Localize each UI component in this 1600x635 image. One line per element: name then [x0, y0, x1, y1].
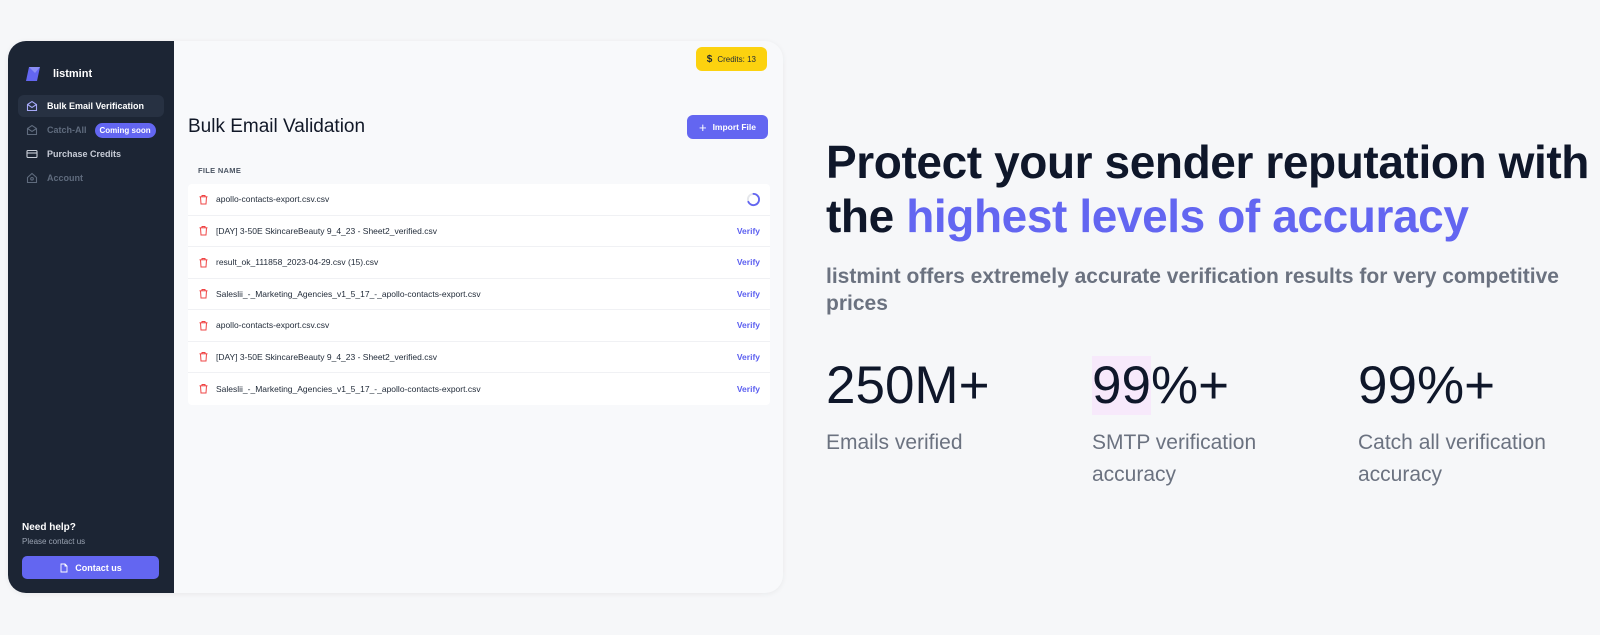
- trash-icon[interactable]: [198, 194, 209, 205]
- help-subtitle: Please contact us: [22, 537, 86, 546]
- listmint-logo-icon: [26, 67, 40, 81]
- coming-soon-badge: Coming soon: [94, 122, 156, 138]
- stat-value-highlight: 99: [1092, 356, 1151, 415]
- account-home-icon: [26, 172, 38, 184]
- credit-card-icon: [26, 149, 38, 159]
- stat-value: 250M+: [826, 356, 990, 415]
- stat-label: Catch all verification accuracy: [1358, 431, 1546, 486]
- files-table: FILE NAME apollo-contacts-export.csv.csv: [188, 157, 770, 405]
- sidebar-nav: Bulk Email Verification Catch-All Coming…: [8, 95, 174, 189]
- stat-catch-all-accuracy: 99%+ Catch all verification accuracy: [1358, 355, 1600, 491]
- table-row: apollo-contacts-export.csv.csv Verify: [188, 310, 770, 342]
- help-title: Need help?: [22, 522, 76, 533]
- table-row: Saleslii_-_Marketing_Agencies_v1_5_17_-_…: [188, 373, 770, 405]
- contact-us-label: Contact us: [75, 562, 122, 573]
- hero-headline: Protect your sender reputation with the …: [826, 135, 1596, 243]
- table-row: Saleslii_-_Marketing_Agencies_v1_5_17_-_…: [188, 279, 770, 310]
- file-name: Saleslii_-_Marketing_Agencies_v1_5_17_-_…: [216, 383, 481, 394]
- sidebar-item-label: Account: [47, 173, 83, 183]
- stat-value-rest: %+: [1150, 356, 1230, 415]
- trash-icon[interactable]: [198, 351, 209, 362]
- verify-link[interactable]: Verify: [736, 351, 760, 362]
- sidebar-item-purchase-credits[interactable]: Purchase Credits: [18, 143, 164, 165]
- credits-label: Credits: 13: [717, 54, 756, 64]
- verify-link[interactable]: Verify: [736, 383, 760, 394]
- table-header: FILE NAME: [198, 166, 242, 175]
- page-title: Bulk Email Validation: [188, 116, 366, 137]
- file-name: Saleslii_-_Marketing_Agencies_v1_5_17_-_…: [216, 288, 481, 299]
- trash-icon[interactable]: [198, 225, 209, 236]
- verify-link[interactable]: Verify: [736, 320, 760, 331]
- table-row: [DAY] 3-50E SkincareBeauty 9_4_23 - Shee…: [188, 216, 770, 247]
- verify-link[interactable]: Verify: [736, 257, 760, 268]
- brand[interactable]: listmint: [8, 41, 174, 91]
- sidebar-item-bulk-email-verification[interactable]: Bulk Email Verification: [18, 95, 164, 117]
- credits-badge[interactable]: $ Credits: 13: [695, 47, 767, 71]
- sidebar-item-label: Purchase Credits: [47, 149, 122, 159]
- sidebar-item-label: Catch-All: [47, 125, 87, 135]
- stats-row: 250M+ Emails verified 99%+ SMTP verifica…: [826, 355, 1600, 491]
- mail-open-icon: [26, 100, 38, 112]
- dollar-icon: $: [706, 53, 713, 65]
- headline-accent: highest levels of accuracy: [906, 190, 1469, 242]
- stat-value: 99%+: [1358, 356, 1496, 415]
- stat-smtp-accuracy: 99%+ SMTP verification accuracy: [1092, 355, 1358, 491]
- trash-icon[interactable]: [198, 288, 209, 299]
- sidebar: listmint Bulk Email Verification Catch-A…: [8, 41, 174, 593]
- file-name: apollo-contacts-export.csv.csv: [216, 320, 330, 331]
- file-name: [DAY] 3-50E SkincareBeauty 9_4_23 - Shee…: [216, 225, 437, 236]
- main-content: $ Credits: 13 Bulk Email Validation + Im…: [174, 41, 783, 593]
- brand-name: listmint: [53, 68, 93, 80]
- contact-us-button[interactable]: Contact us: [22, 556, 159, 579]
- help-section: Need help? Please contact us Contact us: [22, 522, 159, 579]
- app-window: listmint Bulk Email Verification Catch-A…: [8, 41, 783, 593]
- file-name: apollo-contacts-export.csv.csv: [216, 194, 330, 205]
- plus-icon: +: [698, 119, 707, 135]
- document-icon: [60, 563, 68, 572]
- trash-icon[interactable]: [198, 257, 209, 268]
- loading-spinner-icon: [746, 192, 761, 206]
- verify-link[interactable]: Verify: [736, 225, 760, 236]
- sidebar-item-account[interactable]: Account: [18, 167, 164, 189]
- import-file-button[interactable]: + Import File: [687, 115, 768, 139]
- table-body: apollo-contacts-export.csv.csv [DAY] 3-5…: [188, 184, 770, 405]
- verify-link[interactable]: Verify: [736, 288, 760, 299]
- sidebar-item-catch-all[interactable]: Catch-All Coming soon: [18, 119, 164, 141]
- file-name: [DAY] 3-50E SkincareBeauty 9_4_23 - Shee…: [216, 351, 437, 362]
- hero-subhead: listmint offers extremely accurate verif…: [826, 265, 1559, 315]
- trash-icon[interactable]: [198, 320, 209, 331]
- table-row: result_ok_111858_2023-04-29.csv (15).csv…: [188, 247, 770, 279]
- stat-value: 99%+: [1092, 355, 1358, 417]
- table-row: apollo-contacts-export.csv.csv: [188, 184, 770, 216]
- hero-section: Protect your sender reputation with the …: [826, 135, 1596, 317]
- table-row: [DAY] 3-50E SkincareBeauty 9_4_23 - Shee…: [188, 342, 770, 373]
- mail-open-icon: [26, 124, 38, 136]
- sidebar-item-label: Bulk Email Verification: [47, 101, 145, 111]
- stat-label: SMTP verification accuracy: [1092, 431, 1257, 486]
- headline-text: Protect your sender reputation with the: [826, 136, 1589, 242]
- stat-label: Emails verified: [826, 431, 963, 454]
- import-file-label: Import File: [712, 122, 757, 132]
- trash-icon[interactable]: [198, 383, 209, 394]
- file-name: result_ok_111858_2023-04-29.csv (15).csv: [216, 257, 379, 268]
- stat-emails-verified: 250M+ Emails verified: [826, 355, 1092, 491]
